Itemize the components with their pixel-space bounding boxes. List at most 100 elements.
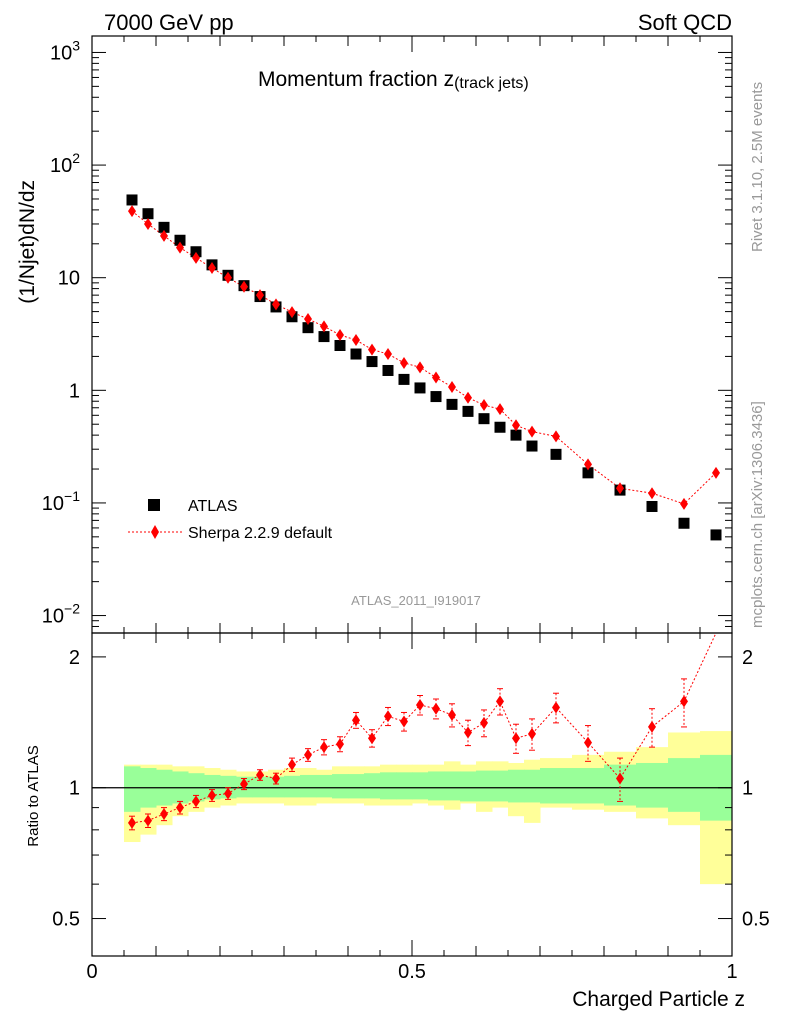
legend-mc-label: Sherpa 2.2.9 default — [188, 525, 333, 542]
ratio-y-tick-label: 0.5 — [52, 909, 80, 931]
ratio-mc-point — [288, 758, 296, 771]
atlas-point — [414, 382, 426, 394]
x-tick-label: 0.5 — [398, 961, 426, 983]
atlas-point — [510, 429, 522, 441]
ratio-mc-point — [448, 709, 456, 722]
ratio-mc-point — [240, 777, 248, 790]
source-info: mcplots.cern.ch [arXiv:1306.3436] — [749, 401, 766, 628]
ratio-mc-point — [160, 808, 168, 821]
ratio-mc-point — [192, 795, 200, 808]
y-tick-label: 1 — [69, 380, 80, 402]
atlas-point — [158, 221, 170, 233]
ratio-mc-point — [616, 772, 624, 785]
ratio-mc-point — [336, 738, 344, 751]
ratio-mc-point — [384, 710, 392, 723]
atlas-point — [582, 467, 594, 479]
ratio-mc-point — [680, 695, 688, 708]
ratio-mc-point — [144, 814, 152, 827]
stat-band-bin — [124, 766, 141, 812]
mc-point — [448, 381, 456, 394]
ratio-mc-point — [224, 787, 232, 800]
atlas-point — [646, 500, 658, 512]
mc-point — [584, 458, 592, 471]
ratio-marks — [128, 632, 719, 831]
ratio-mc-point — [256, 768, 264, 781]
stat-band-bin — [300, 774, 317, 798]
mc-point — [368, 343, 376, 356]
ratio-mc-point — [272, 772, 280, 785]
ratio-mc-point — [480, 716, 488, 729]
mc-point — [288, 306, 296, 319]
mc-point — [432, 371, 440, 384]
ratio-y-tick-label: 2 — [69, 647, 80, 669]
ratio-ylabel: Ratio to ATLAS — [25, 745, 42, 846]
mc-point — [256, 289, 264, 302]
atlas-point — [398, 373, 410, 385]
ratio-mc-point — [368, 732, 376, 745]
stat-band-bin — [668, 758, 701, 812]
mc-point — [336, 328, 344, 341]
y-tick-label: 103 — [50, 37, 80, 64]
stat-band-bin — [428, 771, 445, 801]
ratio-mc-point — [304, 748, 312, 761]
mc-point — [176, 241, 184, 254]
atlas-point — [462, 405, 474, 417]
mc-point — [512, 419, 520, 432]
stat-band-bin — [332, 774, 349, 799]
mc-point — [496, 403, 504, 416]
stat-band-bin — [364, 773, 381, 799]
legend: ATLAS Sherpa 2.2.9 default — [128, 498, 333, 542]
mc-point — [648, 487, 656, 500]
main-title: Momentum fraction z(track jets) — [258, 68, 529, 92]
ratio-mc-point — [320, 741, 328, 754]
stat-band-bin — [636, 762, 669, 808]
ratio-mc-point — [128, 816, 136, 829]
atlas-point — [366, 356, 378, 368]
stat-band-bin — [396, 772, 413, 800]
ratio-y-tick-label-right: 1 — [742, 778, 753, 800]
atlas-point — [190, 246, 202, 258]
stat-band-bin — [492, 770, 509, 802]
mc-point — [712, 466, 720, 479]
mc-point — [320, 320, 328, 333]
stat-band-bin — [476, 770, 493, 802]
mc-point — [128, 205, 136, 218]
stat-band-bin — [460, 771, 477, 802]
mc-point — [224, 271, 232, 284]
mc-point — [552, 430, 560, 443]
mc-point — [616, 482, 624, 495]
x-tick-label: 1 — [726, 961, 737, 983]
main-marks — [126, 194, 722, 541]
y-tick-label: 10 — [58, 268, 80, 290]
atlas-point — [678, 517, 690, 529]
legend-atlas-label: ATLAS — [188, 498, 238, 515]
atlas-point — [430, 391, 442, 403]
ratio-y-tick-label-right: 0.5 — [742, 909, 770, 931]
ratio-bands — [92, 731, 733, 885]
ratio-mc-point — [416, 699, 424, 712]
mc-point — [352, 333, 360, 346]
mc-point — [304, 312, 312, 325]
atlas-point — [478, 413, 490, 425]
stat-band-bin — [444, 771, 461, 801]
atlas-point — [526, 440, 538, 452]
main-title-sub: (track jets) — [454, 75, 529, 92]
atlas-point — [174, 234, 186, 246]
y-tick-label: 102 — [50, 150, 80, 177]
atlas-point — [302, 322, 314, 334]
y-tick-label: 10−1 — [42, 488, 80, 515]
mc-point — [144, 217, 152, 230]
stat-band-bin — [316, 774, 333, 798]
stat-band-bin — [380, 772, 397, 800]
ratio-mc-point — [648, 720, 656, 733]
ratio-mc-point — [208, 789, 216, 802]
category-label: Soft QCD — [638, 10, 732, 35]
mc-point — [464, 391, 472, 404]
stat-band-bin — [572, 768, 605, 804]
mc-point — [416, 361, 424, 374]
ratio-mc-point — [528, 727, 536, 740]
ratio-y-tick-label: 1 — [69, 778, 80, 800]
energy-label: 7000 GeV pp — [104, 10, 234, 35]
ratio-mc-point — [552, 701, 560, 714]
